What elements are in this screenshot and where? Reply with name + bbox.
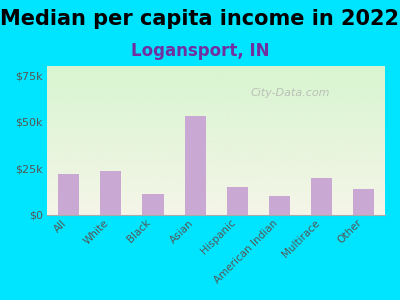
Bar	[185, 116, 206, 215]
Text: City-Data.com: City-Data.com	[251, 88, 330, 98]
Bar	[100, 171, 121, 215]
Text: Logansport, IN: Logansport, IN	[131, 42, 269, 60]
Bar	[227, 187, 248, 215]
Bar	[58, 174, 79, 215]
Text: Median per capita income in 2022: Median per capita income in 2022	[0, 9, 400, 29]
Bar	[353, 189, 374, 215]
Bar	[269, 196, 290, 215]
Bar	[142, 194, 164, 215]
Bar	[311, 178, 332, 215]
